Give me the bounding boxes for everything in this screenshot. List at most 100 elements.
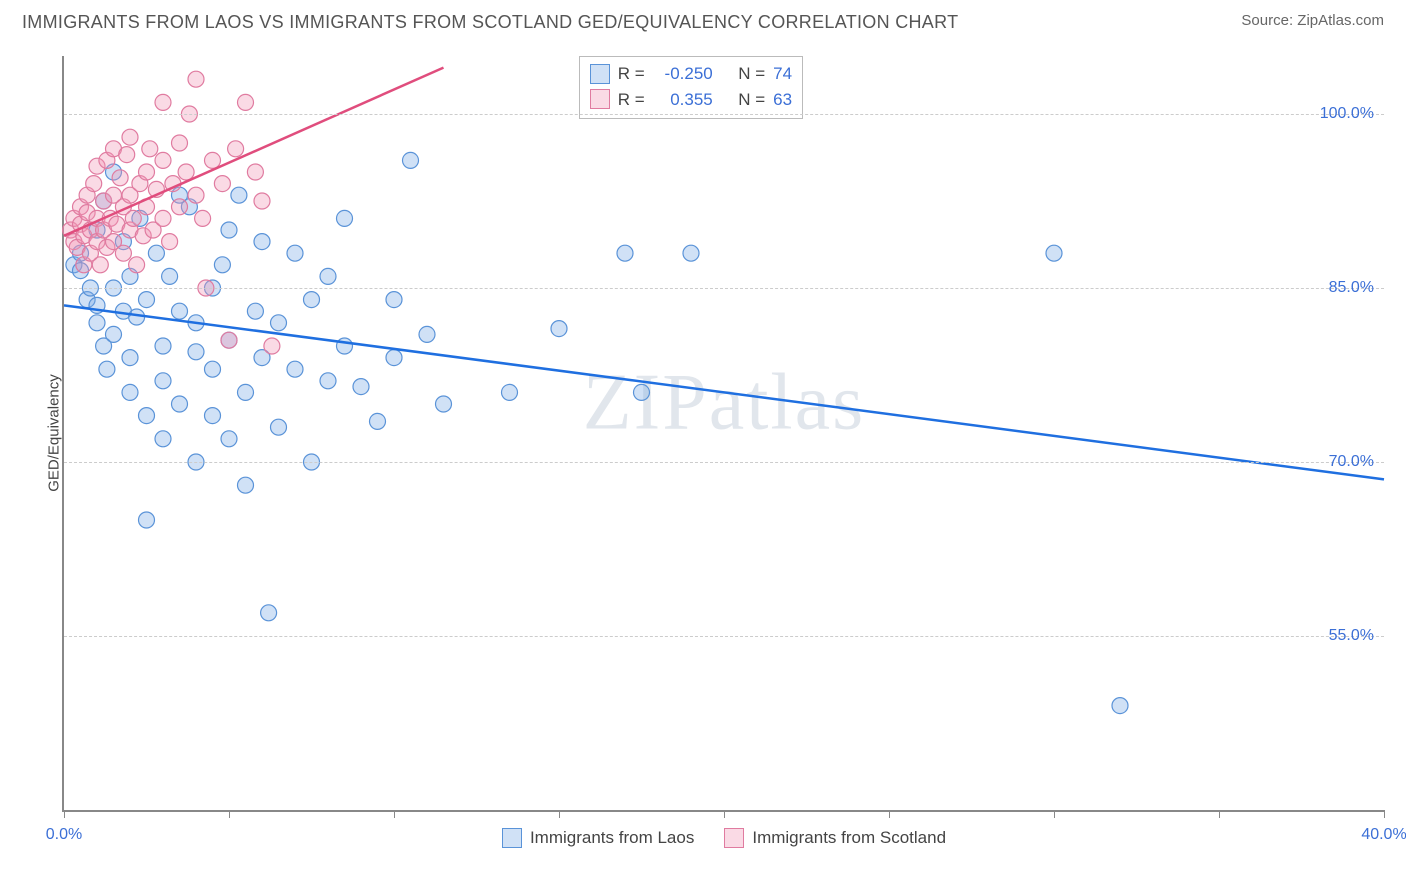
data-point <box>254 193 270 209</box>
data-point <box>172 303 188 319</box>
x-tick-label: 40.0% <box>1361 826 1406 844</box>
data-point <box>617 245 633 261</box>
data-point <box>221 431 237 447</box>
chart-container: GED/Equivalency ZIPatlas R = -0.250 N = … <box>22 46 1384 872</box>
legend-item-laos: Immigrants from Laos <box>502 828 694 848</box>
data-point <box>115 245 131 261</box>
data-point <box>112 170 128 186</box>
x-tick <box>559 810 560 818</box>
data-point <box>89 315 105 331</box>
stats-row-scotland: R = 0.355 N = 63 <box>590 87 792 113</box>
data-point <box>162 234 178 250</box>
x-tick <box>889 810 890 818</box>
data-point <box>214 257 230 273</box>
y-tick-label: 85.0% <box>1329 279 1374 297</box>
data-point <box>1112 698 1128 714</box>
data-point <box>221 222 237 238</box>
data-point <box>287 361 303 377</box>
data-point <box>403 152 419 168</box>
x-tick <box>1219 810 1220 818</box>
data-point <box>129 309 145 325</box>
data-point <box>92 257 108 273</box>
trend-line <box>64 305 1384 479</box>
data-point <box>228 141 244 157</box>
data-point <box>247 303 263 319</box>
data-point <box>155 152 171 168</box>
swatch-scotland <box>724 828 744 848</box>
data-point <box>261 605 277 621</box>
data-point <box>162 268 178 284</box>
data-point <box>178 164 194 180</box>
data-point <box>155 210 171 226</box>
data-point <box>155 94 171 110</box>
gridline <box>64 288 1384 289</box>
x-tick <box>394 810 395 818</box>
x-tick <box>1384 810 1385 818</box>
data-point <box>119 147 135 163</box>
data-point <box>125 210 141 226</box>
data-point <box>502 384 518 400</box>
swatch-laos <box>502 828 522 848</box>
data-point <box>320 373 336 389</box>
data-point <box>172 396 188 412</box>
data-point <box>370 413 386 429</box>
scatter-svg <box>64 56 1384 810</box>
x-tick <box>229 810 230 818</box>
data-point <box>386 292 402 308</box>
gridline <box>64 636 1384 637</box>
data-point <box>172 135 188 151</box>
series-legend: Immigrants from Laos Immigrants from Sco… <box>64 828 1384 848</box>
data-point <box>205 361 221 377</box>
data-point <box>238 94 254 110</box>
data-point <box>155 431 171 447</box>
data-point <box>287 245 303 261</box>
data-point <box>205 408 221 424</box>
gridline <box>64 462 1384 463</box>
chart-title: IMMIGRANTS FROM LAOS VS IMMIGRANTS FROM … <box>22 12 958 33</box>
data-point <box>155 373 171 389</box>
data-point <box>122 384 138 400</box>
data-point <box>304 292 320 308</box>
data-point <box>214 176 230 192</box>
data-point <box>99 361 115 377</box>
stats-legend: R = -0.250 N = 74 R = 0.355 N = 63 <box>579 56 803 119</box>
data-point <box>231 187 247 203</box>
data-point <box>320 268 336 284</box>
x-tick <box>64 810 65 818</box>
data-point <box>142 141 158 157</box>
data-point <box>195 210 211 226</box>
data-point <box>122 350 138 366</box>
y-tick-label: 100.0% <box>1320 105 1374 123</box>
data-point <box>148 245 164 261</box>
data-point <box>139 408 155 424</box>
x-tick-label: 0.0% <box>46 826 82 844</box>
x-tick <box>724 810 725 818</box>
data-point <box>122 129 138 145</box>
legend-item-scotland: Immigrants from Scotland <box>724 828 946 848</box>
data-point <box>139 512 155 528</box>
data-point <box>139 164 155 180</box>
data-point <box>221 332 237 348</box>
data-point <box>264 338 280 354</box>
swatch-laos <box>590 64 610 84</box>
data-point <box>337 210 353 226</box>
data-point <box>106 326 122 342</box>
data-point <box>129 257 145 273</box>
data-point <box>271 419 287 435</box>
data-point <box>139 292 155 308</box>
x-tick <box>1054 810 1055 818</box>
data-point <box>188 344 204 360</box>
data-point <box>155 338 171 354</box>
data-point <box>247 164 263 180</box>
data-point <box>188 71 204 87</box>
data-point <box>683 245 699 261</box>
gridline <box>64 114 1384 115</box>
data-point <box>386 350 402 366</box>
stats-row-laos: R = -0.250 N = 74 <box>590 61 792 87</box>
y-tick-label: 70.0% <box>1329 453 1374 471</box>
data-point <box>353 379 369 395</box>
data-point <box>238 477 254 493</box>
data-point <box>188 187 204 203</box>
data-point <box>634 384 650 400</box>
data-point <box>419 326 435 342</box>
